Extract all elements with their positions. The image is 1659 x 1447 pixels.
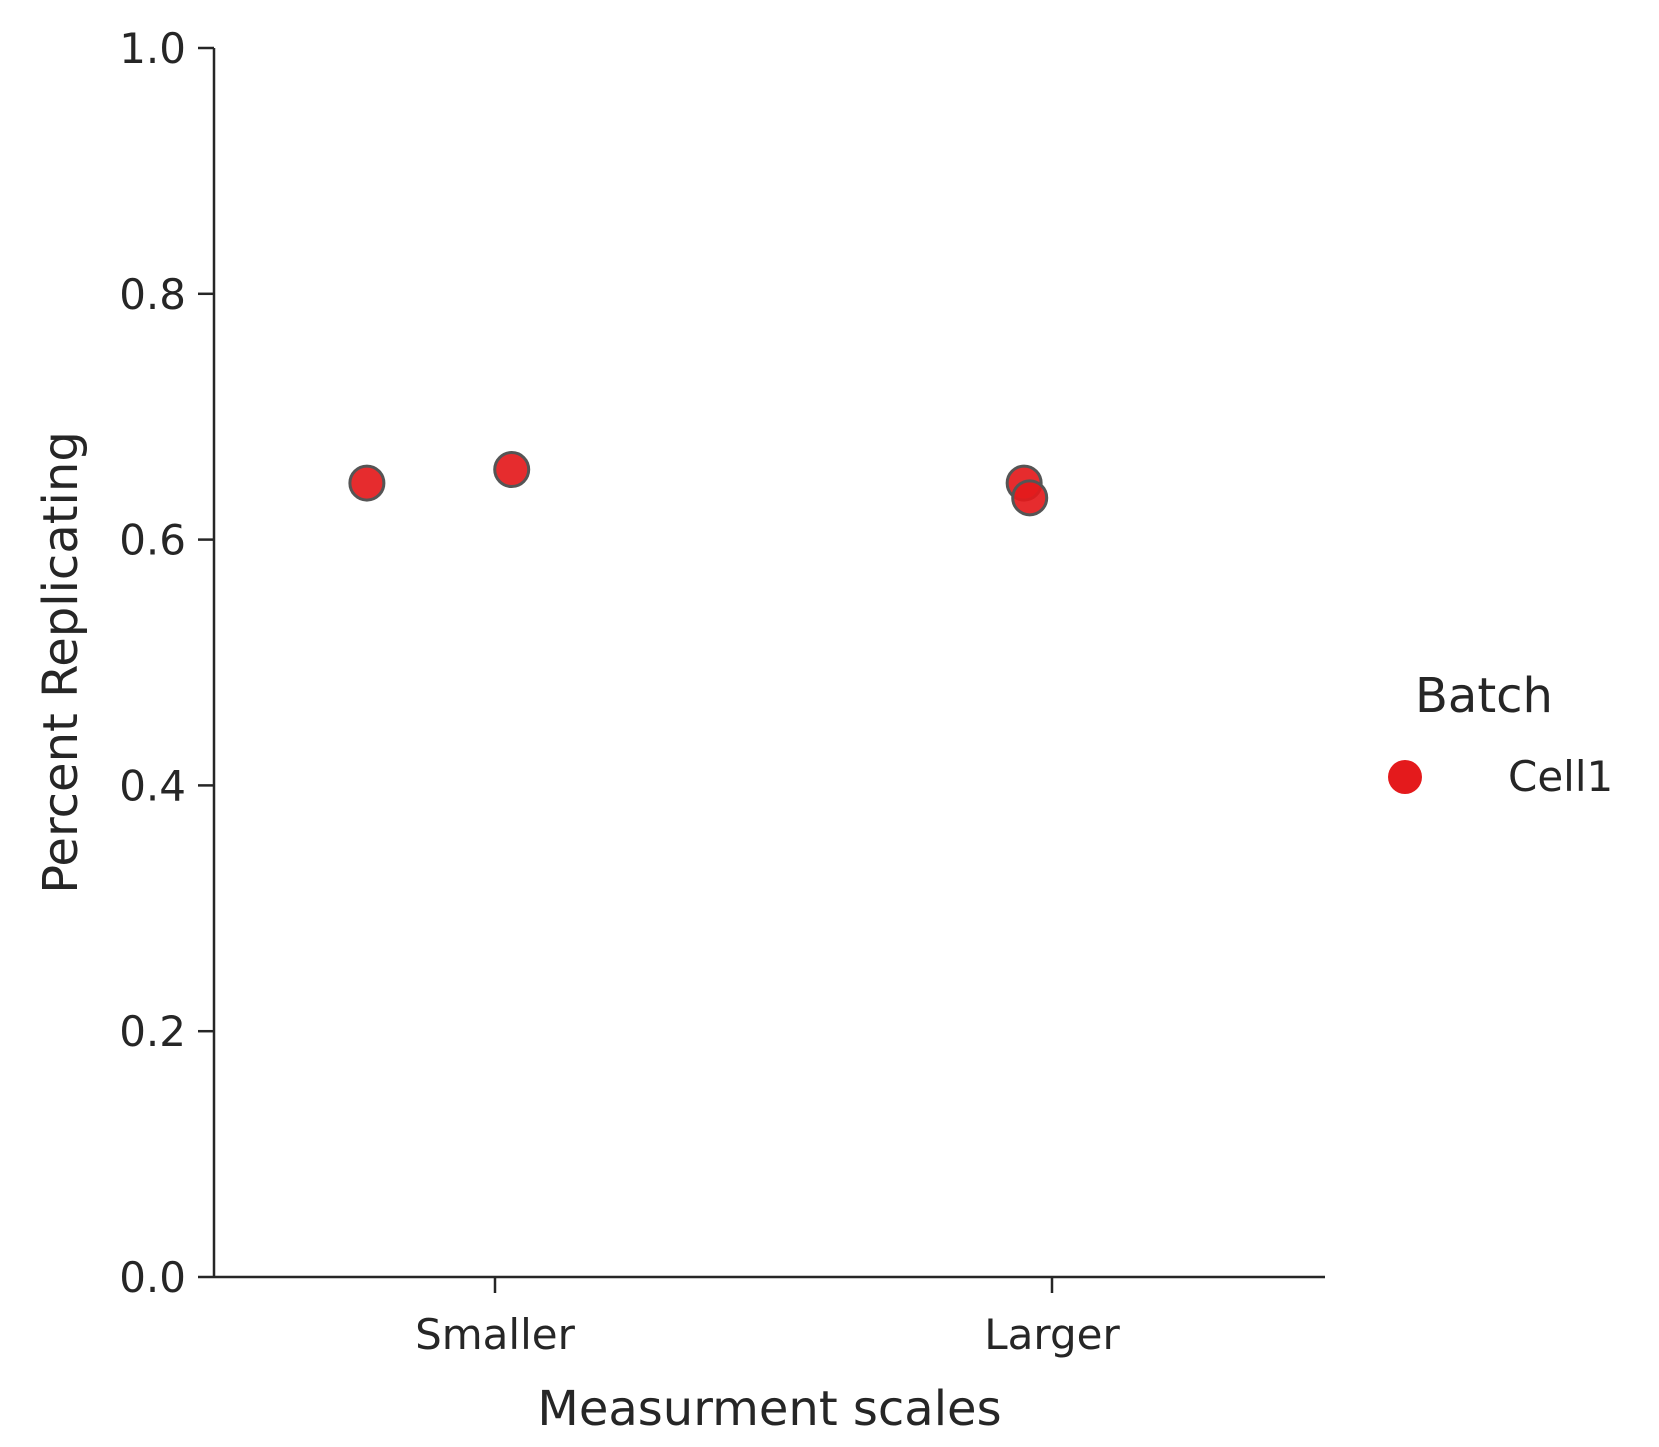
y-tick-label: 0.4 xyxy=(119,761,186,810)
y-tick-label: 0.2 xyxy=(119,1007,186,1056)
y-ticks: 0.0 0.2 0.4 0.6 0.8 1.0 xyxy=(119,24,214,1302)
data-point xyxy=(1011,479,1049,517)
x-ticks: Smaller Larger xyxy=(415,1277,1120,1359)
legend-label-cell1: Cell1 xyxy=(1508,752,1613,801)
axes xyxy=(212,48,1325,1279)
x-axis-title: Measurment scales xyxy=(537,1381,1001,1437)
y-axis-title: Percent Replicating xyxy=(33,431,89,894)
y-tick-label: 0.8 xyxy=(119,270,186,319)
legend-title: Batch xyxy=(1415,668,1553,724)
data-point xyxy=(348,464,386,502)
x-tick-label: Smaller xyxy=(415,1310,575,1359)
data-points xyxy=(348,451,1049,517)
data-point xyxy=(493,451,531,489)
y-tick-label: 1.0 xyxy=(119,24,186,73)
legend-marker-cell1 xyxy=(1388,760,1422,794)
y-tick-label: 0.6 xyxy=(119,516,186,565)
y-tick-label: 0.0 xyxy=(119,1253,186,1302)
legend: Batch Cell1 xyxy=(1388,668,1613,801)
x-tick-label: Larger xyxy=(984,1310,1120,1359)
